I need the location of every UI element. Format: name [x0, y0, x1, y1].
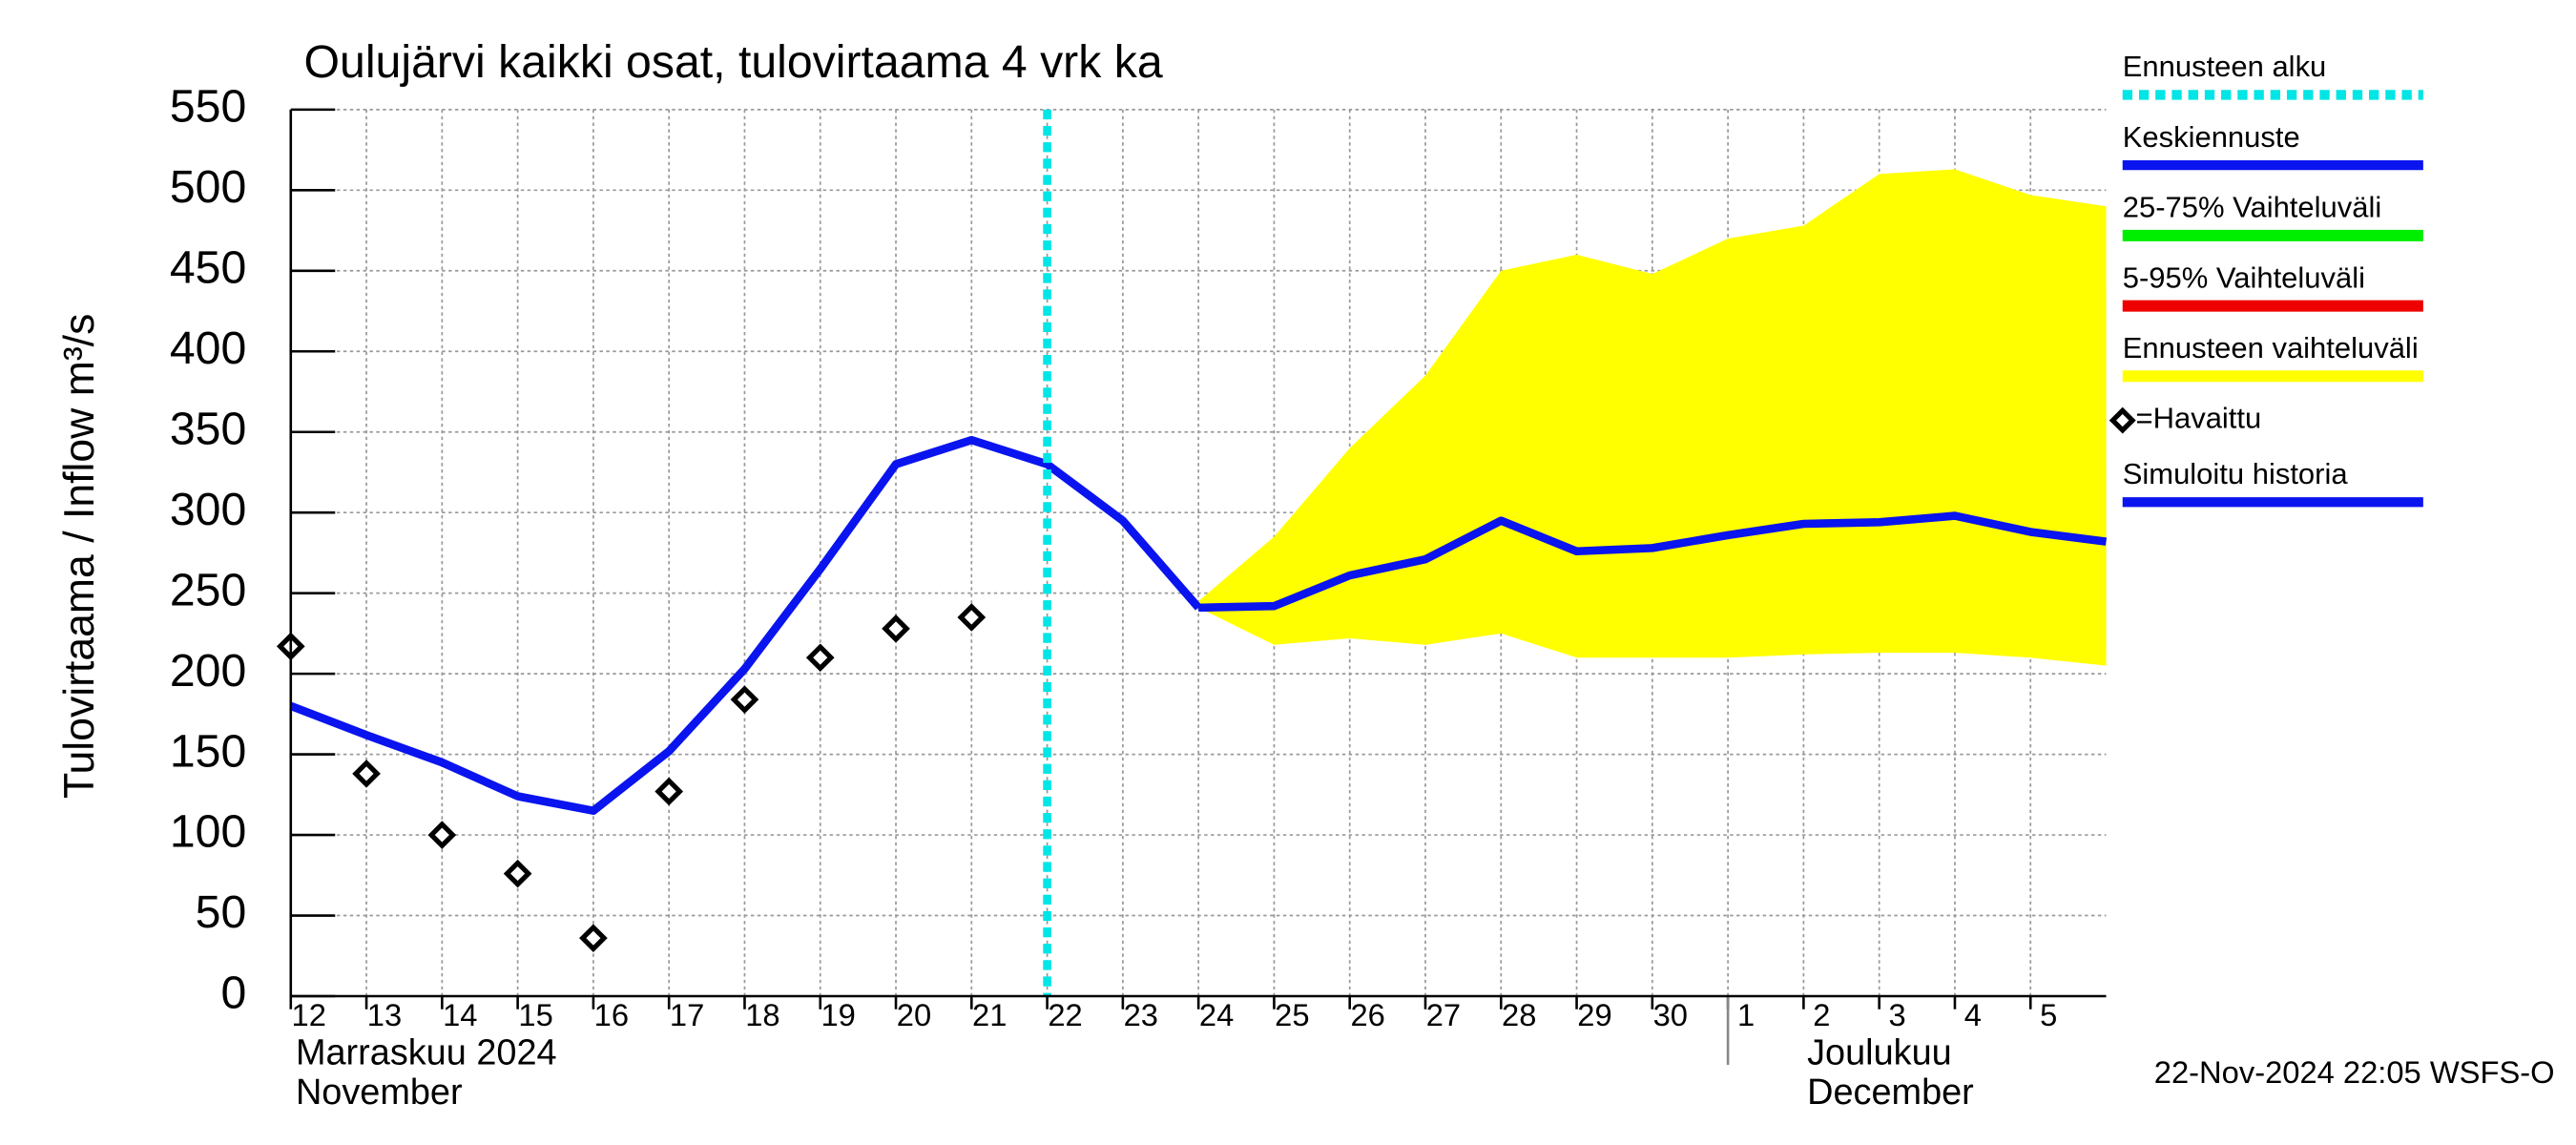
footer: 22-Nov-2024 22:05 WSFS-O [2154, 1054, 2555, 1090]
y-tick-label: 50 [196, 886, 247, 938]
x-tick-label: 3 [1889, 997, 1906, 1032]
x-tick-label: 17 [670, 997, 704, 1032]
month-label: November [296, 1072, 463, 1113]
month-label: Joulukuu [1807, 1033, 1952, 1073]
legend-label: 5-95% Vaihteluväli [2123, 260, 2365, 294]
month-label: Marraskuu 2024 [296, 1033, 557, 1073]
y-tick-label: 400 [170, 323, 246, 374]
observed-marker [352, 760, 381, 788]
month-label: December [1807, 1072, 1974, 1113]
x-tick-label: 25 [1275, 997, 1309, 1032]
x-tick-label: 24 [1199, 997, 1234, 1032]
observed-marker [730, 685, 759, 714]
x-tick-label: 19 [821, 997, 856, 1032]
x-tick-label: 12 [292, 997, 326, 1032]
observed-marker [957, 603, 987, 632]
y-tick-label: 200 [170, 645, 246, 697]
x-tick-label: 26 [1350, 997, 1384, 1032]
observed-marker [427, 821, 457, 849]
x-tick-label: 1 [1737, 997, 1755, 1032]
x-tick-label: 30 [1653, 997, 1688, 1032]
x-tick-label: 18 [745, 997, 779, 1032]
observed-marker [805, 643, 835, 673]
observed-marker [882, 614, 910, 643]
y-tick-label: 250 [170, 564, 246, 615]
y-tick-label: 0 [220, 968, 246, 1019]
legend-label: Keskiennuste [2123, 120, 2300, 154]
x-tick-label: 13 [367, 997, 402, 1032]
chart-title: Oulujärvi kaikki osat, tulovirtaama 4 vr… [304, 36, 1163, 88]
x-tick-label: 15 [518, 997, 552, 1032]
x-tick-label: 27 [1426, 997, 1461, 1032]
x-tick-label: 29 [1577, 997, 1611, 1032]
legend-label: 25-75% Vaihteluväli [2123, 191, 2381, 224]
observed-marker [503, 859, 532, 888]
x-tick-label: 22 [1048, 997, 1082, 1032]
y-tick-label: 100 [170, 806, 246, 858]
x-tick-label: 20 [897, 997, 931, 1032]
y-axis-label: Tulovirtaama / Inflow m³/s [56, 314, 103, 799]
x-tick-label: 5 [2040, 997, 2057, 1032]
legend-label: =Havaittu [2136, 402, 2262, 435]
legend-label: Ennusteen vaihteluväli [2123, 331, 2419, 364]
x-tick-label: 16 [594, 997, 629, 1032]
y-tick-label: 150 [170, 725, 246, 777]
x-tick-label: 14 [443, 997, 477, 1032]
x-tick-label: 2 [1813, 997, 1830, 1032]
legend-label: Simuloitu historia [2123, 457, 2349, 490]
forecast-band [1198, 169, 2107, 666]
series-line [1198, 511, 2108, 613]
y-tick-label: 550 [170, 81, 246, 133]
y-tick-label: 300 [170, 484, 246, 535]
y-tick-label: 350 [170, 403, 246, 454]
x-tick-label: 4 [1964, 997, 1982, 1032]
x-tick-label: 23 [1124, 997, 1158, 1032]
observed-marker [579, 924, 608, 952]
x-tick-label: 21 [972, 997, 1007, 1032]
observed-marker [654, 777, 684, 806]
legend-label: Ennusteen alku [2123, 50, 2327, 83]
y-tick-label: 500 [170, 161, 246, 213]
series-line [289, 435, 1202, 816]
y-tick-label: 450 [170, 242, 246, 294]
x-tick-label: 28 [1502, 997, 1536, 1032]
legend-marker [2109, 406, 2136, 434]
